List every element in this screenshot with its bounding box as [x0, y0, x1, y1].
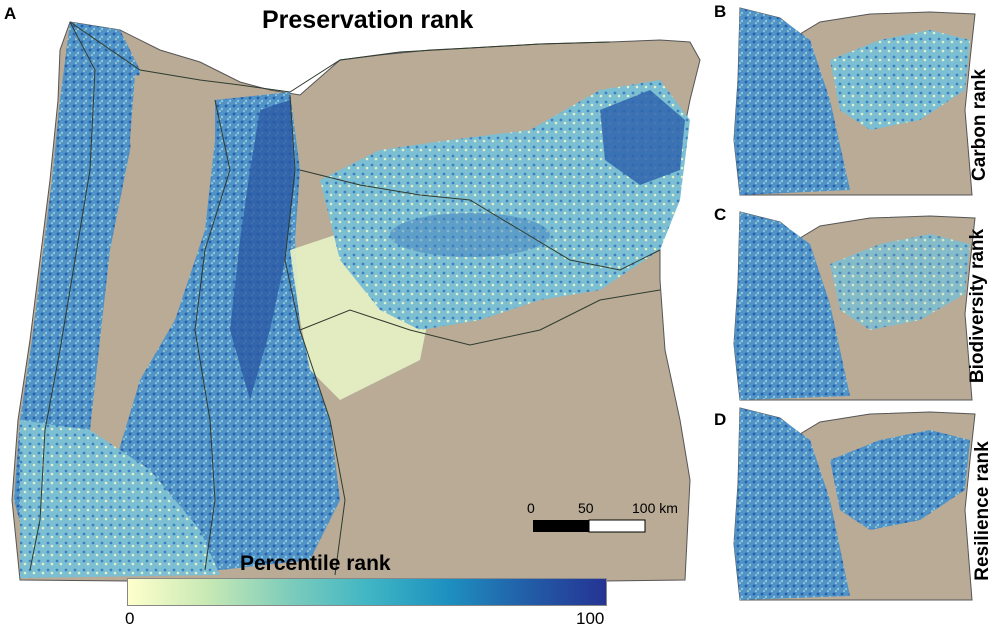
- willamette-valley: [130, 75, 215, 320]
- inset-c-west: [734, 212, 850, 400]
- oregon-map-biodiversity: [733, 211, 976, 401]
- resilience-rank-title: Resilience rank: [972, 441, 993, 581]
- columbia-river: [69, 21, 611, 93]
- inset-d-west: [734, 408, 850, 600]
- scale-bar-white: [588, 519, 646, 533]
- wallowa-high: [600, 90, 685, 185]
- inset-b-east: [830, 30, 970, 130]
- scale-label-50: 50: [578, 500, 594, 516]
- oregon-map-preservation: [11, 21, 701, 584]
- panel-letter-c: C: [714, 205, 727, 224]
- legend-color-bar: [127, 578, 607, 606]
- panel-letter-d: D: [714, 410, 727, 429]
- inset-c-east: [830, 234, 970, 330]
- ecoregion-boundary: [194, 99, 231, 571]
- ecoregion-boundary-3: [299, 169, 661, 271]
- scale-label-0: 0: [527, 500, 535, 516]
- range-boundary: [29, 21, 96, 571]
- biodiversity-rank-title: Biodiversity rank: [967, 228, 988, 384]
- ochoco-band: [390, 213, 550, 257]
- blue-mountains: [320, 80, 690, 330]
- panel-letter-a: A: [4, 4, 17, 23]
- legend-max-label: 100: [576, 609, 605, 628]
- ecoregion-boundary-4: [299, 289, 661, 346]
- panel-letter-b: B: [714, 2, 727, 21]
- scale-bar-black: [533, 520, 589, 532]
- inset-b-west: [734, 8, 850, 195]
- legend-min-label: 0: [125, 609, 135, 628]
- carbon-rank-title: Carbon rank: [969, 69, 990, 181]
- scale-label-100: 100 km: [632, 500, 678, 516]
- legend-title: Percentile rank: [240, 552, 391, 575]
- main-map-title: Preservation rank: [262, 6, 474, 34]
- inset-d-east: [830, 430, 970, 530]
- scale-bar: [533, 519, 646, 533]
- cascades-high: [230, 100, 295, 400]
- klamath-region: [20, 420, 220, 578]
- oregon-map-resilience: [733, 407, 976, 601]
- oregon-map-carbon: [733, 7, 976, 196]
